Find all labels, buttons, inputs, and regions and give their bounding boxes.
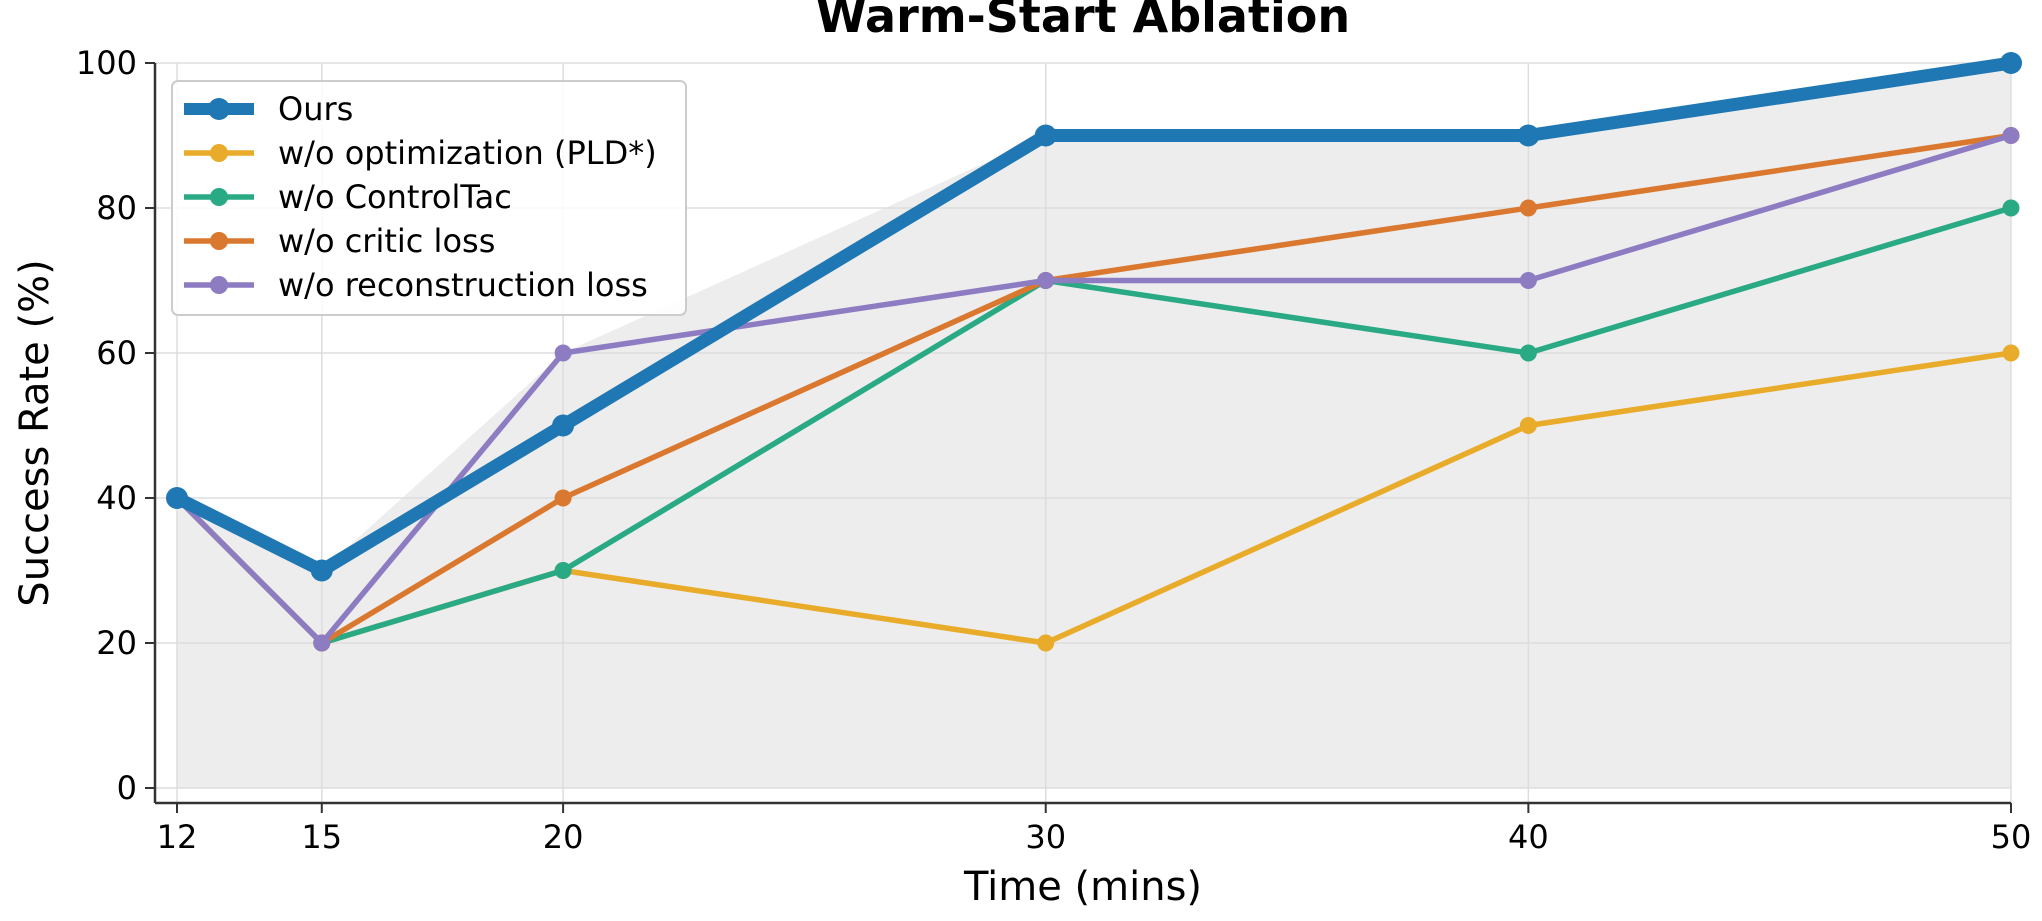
data-point [2002, 127, 2020, 144]
legend-swatch-marker [210, 188, 228, 206]
data-point [2002, 344, 2020, 362]
plot-area [145, 52, 2022, 813]
legend-swatch-marker [210, 232, 228, 250]
legend-label: w/o optimization (PLD*) [278, 134, 657, 172]
y-tick-label: 40 [96, 479, 137, 517]
legend: Ours w/o optimization (PLD*) w/o ControlTa… [171, 80, 687, 316]
data-point [313, 634, 331, 652]
series-4 [168, 127, 2020, 652]
data-point [166, 487, 188, 509]
y-tick-label: 80 [96, 189, 137, 227]
data-point [554, 344, 572, 362]
y-tick-label: 60 [96, 334, 137, 372]
legend-swatch-marker [210, 144, 228, 162]
x-tick-label: 12 [157, 818, 198, 856]
legend-item: w/o optimization (PLD*) [184, 134, 657, 172]
legend-label: w/o critic loss [278, 222, 495, 260]
y-tick-label: 0 [117, 769, 137, 807]
data-point [1519, 199, 1537, 217]
legend-label: Ours [278, 90, 353, 128]
legend-swatch-marker [208, 98, 230, 120]
data-point [1037, 272, 1055, 289]
legend-label: w/o ControlTac [278, 178, 512, 216]
legend-item: w/o ControlTac [184, 178, 512, 216]
legend-item: w/o critic loss [184, 222, 495, 260]
series-layer [166, 52, 2022, 652]
legend-label: w/o reconstruction loss [278, 266, 648, 304]
data-point [552, 414, 575, 437]
series-line [170, 56, 2018, 577]
data-point [1519, 272, 1537, 289]
legend-swatch-marker [210, 276, 228, 294]
data-point [1517, 124, 1540, 147]
x-tick-label: 30 [1025, 818, 1066, 856]
data-point [1519, 417, 1537, 434]
legend-item: w/o reconstruction loss [184, 266, 648, 304]
series-line [174, 132, 2014, 646]
y-axis-label: Success Rate (%) [12, 259, 58, 606]
y-tick-label: 20 [96, 624, 137, 662]
data-point [1034, 124, 1057, 147]
y-tick-label: 100 [76, 44, 137, 82]
legend-item: Ours [184, 90, 353, 128]
grid [155, 62, 2012, 803]
x-tick-label: 50 [1991, 818, 2032, 856]
x-tick-label: 40 [1508, 818, 1549, 856]
y-tick-labels: 0 20 40 60 80 100 [76, 44, 137, 807]
shaded-region [177, 63, 2011, 788]
data-point [554, 562, 572, 579]
data-point [1037, 634, 1055, 652]
x-axis-label: Time (mins) [963, 864, 1202, 910]
data-point [2002, 199, 2020, 217]
x-tick-label: 15 [301, 818, 342, 856]
series-0 [166, 52, 2022, 582]
legend-box [171, 80, 687, 316]
chart-title: Warm-Start Ablation [816, 0, 1350, 43]
x-tick-labels: 12 15 20 30 40 50 [157, 818, 2032, 856]
data-point [1519, 344, 1537, 362]
axes [145, 62, 2012, 813]
data-point [554, 489, 572, 507]
data-point [2000, 52, 2022, 74]
x-tick-label: 20 [543, 818, 584, 856]
data-point [310, 559, 333, 582]
